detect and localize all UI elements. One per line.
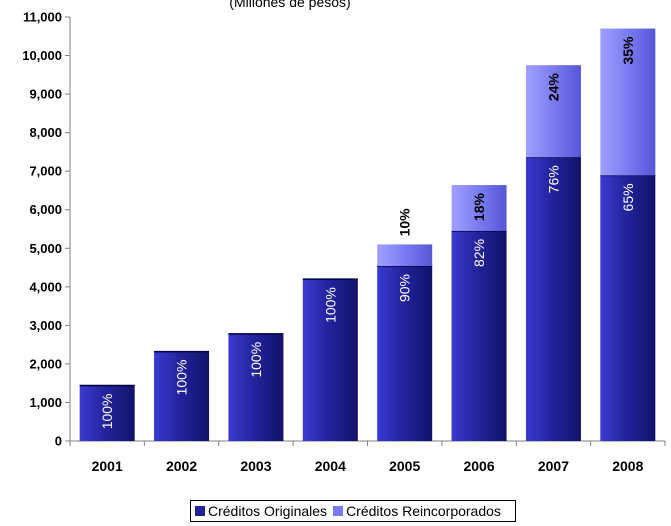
x-tick-label-2006: 2006 — [463, 458, 494, 474]
data-label-reincorporados-2006: 18% — [471, 193, 487, 222]
y-tick-label: 9,000 — [29, 87, 62, 102]
x-tick-label-2002: 2002 — [166, 458, 197, 474]
data-label-originales-2007: 76% — [545, 165, 561, 193]
y-tick-label: 10,000 — [22, 48, 62, 63]
y-tick-label: 5,000 — [29, 241, 62, 256]
x-tick-label-2008: 2008 — [612, 458, 643, 474]
y-tick-label: 8,000 — [29, 125, 62, 140]
bar-reincorporados-2005 — [377, 244, 433, 267]
legend-swatch-reincorporados — [333, 506, 344, 516]
y-tick-label: 6,000 — [29, 202, 62, 217]
legend-item-originales: Créditos Originales — [195, 503, 327, 519]
bar-reincorporados-2006 — [451, 185, 507, 231]
y-tick-label: 3,000 — [29, 318, 62, 333]
x-tick-label-2003: 2003 — [240, 458, 271, 474]
legend-swatch-originales — [195, 506, 205, 516]
bar-reincorporados-2007 — [525, 65, 581, 158]
data-label-reincorporados-2008: 35% — [620, 36, 636, 65]
y-tick-label: 11,000 — [23, 10, 62, 25]
bar-originales-2003 — [228, 333, 284, 441]
legend-item-reincorporados: Créditos Reincorporados — [333, 503, 501, 519]
legend-label-originales: Créditos Originales — [208, 503, 328, 519]
y-tick-label: 1,000 — [29, 395, 62, 410]
data-label-originales-2008: 65% — [620, 183, 636, 211]
y-tick-label: 0 — [55, 434, 62, 449]
y-tick-label: 2,000 — [29, 356, 62, 371]
bar-originales-2002 — [154, 351, 210, 441]
x-tick-label-2004: 2004 — [315, 458, 346, 474]
chart-subtitle: (Millones de pesos) — [229, 0, 351, 10]
data-label-originales-2004: 100% — [322, 287, 338, 323]
bar-reincorporados-2008 — [600, 28, 656, 176]
data-label-reincorporados-2007: 24% — [545, 73, 561, 102]
x-tick-label-2005: 2005 — [389, 458, 420, 474]
chart-legend: Créditos Originales Créditos Reincorpora… — [190, 500, 516, 522]
bar-originales-2007 — [525, 157, 581, 441]
data-label-originales-2006: 82% — [471, 239, 487, 267]
legend-label-reincorporados: Créditos Reincorporados — [346, 503, 501, 519]
data-label-originales-2001: 100% — [99, 393, 115, 429]
bar-originales-2004 — [302, 279, 358, 441]
bar-originales-2008 — [600, 175, 656, 441]
x-tick-label-2001: 2001 — [92, 458, 123, 474]
bar-originales-2006 — [451, 230, 507, 441]
data-label-originales-2003: 100% — [248, 342, 264, 378]
data-label-originales-2005: 90% — [397, 274, 413, 302]
y-tick-label: 7,000 — [29, 164, 62, 179]
data-label-originales-2002: 100% — [174, 360, 190, 396]
y-tick-label: 4,000 — [29, 279, 62, 294]
bar-originales-2005 — [377, 266, 433, 441]
data-label-reincorporados-2005: 10% — [397, 208, 413, 237]
bar-originales-2001 — [79, 385, 135, 441]
x-tick-label-2007: 2007 — [538, 458, 569, 474]
